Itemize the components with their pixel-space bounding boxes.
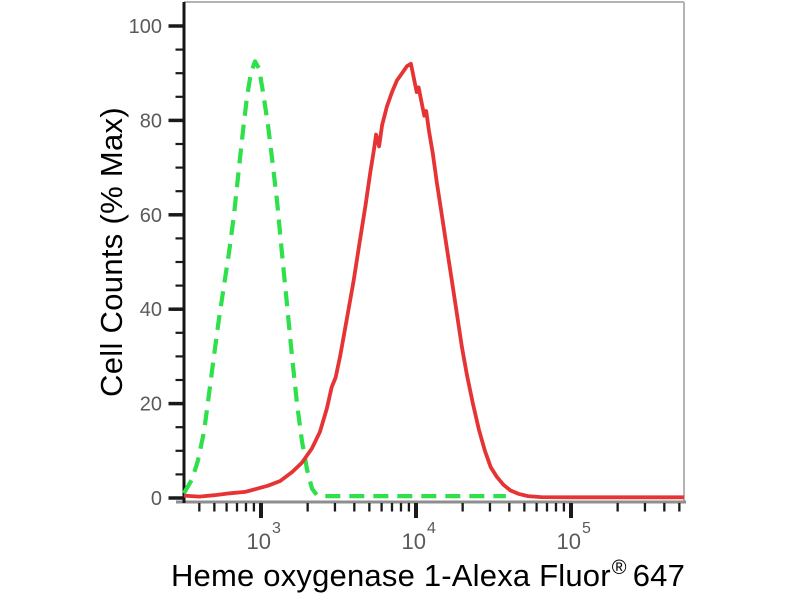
y-tick-label: 60 xyxy=(140,205,162,227)
y-tick-label: 100 xyxy=(129,16,162,38)
x-axis-title-main: Heme oxygenase 1-Alexa Fluor xyxy=(170,558,611,593)
y-tick-label: 20 xyxy=(140,394,162,416)
y-tick-label: 0 xyxy=(151,488,162,510)
y-tick-label: 80 xyxy=(140,110,162,132)
x-tick-label-exponent: 5 xyxy=(582,520,591,537)
x-tick-label-base: 10 xyxy=(247,529,271,554)
registered-trademark-symbol: ® xyxy=(611,557,627,579)
y-tick-label: 40 xyxy=(140,299,162,321)
x-tick-label-base: 10 xyxy=(402,529,426,554)
y-axis-title: Cell Counts (% Max) xyxy=(94,107,129,397)
x-axis-title: Heme oxygenase 1-Alexa Fluor® 647 xyxy=(170,557,686,594)
negative-control-curve xyxy=(182,59,506,499)
heme-oxygenase-1-stained-curve xyxy=(183,61,684,500)
x-tick-label-exponent: 3 xyxy=(272,520,281,537)
x-tick-label-base: 10 xyxy=(557,529,581,554)
x-axis-title-suffix: 647 xyxy=(632,558,686,593)
x-tick-label-exponent: 4 xyxy=(427,520,436,537)
